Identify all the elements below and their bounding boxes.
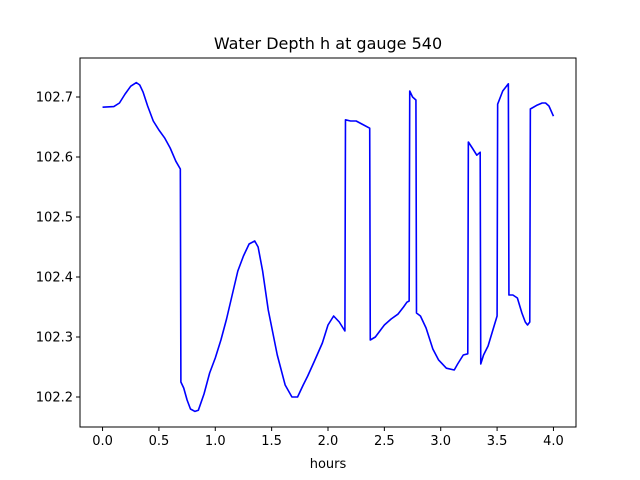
y-axis-ticks: 102.2 102.3 102.4 102.5 102.6 102.7: [36, 91, 80, 406]
x-tick-label: 1.5: [261, 434, 282, 449]
x-axis-label: hours: [310, 457, 347, 472]
y-tick-label: 102.4: [36, 271, 73, 286]
y-tick-label: 102.7: [36, 91, 73, 106]
x-tick-label: 3.0: [430, 434, 451, 449]
y-tick-label: 102.3: [36, 331, 73, 346]
x-tick-label: 1.0: [205, 434, 226, 449]
y-tick-label: 102.6: [36, 151, 73, 166]
x-tick-label: 3.5: [487, 434, 508, 449]
x-tick-label: 2.5: [374, 434, 395, 449]
x-tick-label: 0.5: [149, 434, 170, 449]
chart-title: Water Depth h at gauge 540: [214, 34, 442, 53]
y-tick-label: 102.5: [36, 211, 73, 226]
x-tick-label: 4.0: [543, 434, 564, 449]
y-tick-label: 102.2: [36, 391, 73, 406]
x-tick-label: 0.0: [92, 434, 113, 449]
series-line-0: [102, 81, 555, 413]
x-axis-ticks: 0.0 0.5 1.0 1.5 2.0 2.5 3.0 3.5 4.0: [92, 427, 564, 449]
x-tick-label: 2.0: [318, 434, 339, 449]
line-layer: [102, 81, 555, 413]
